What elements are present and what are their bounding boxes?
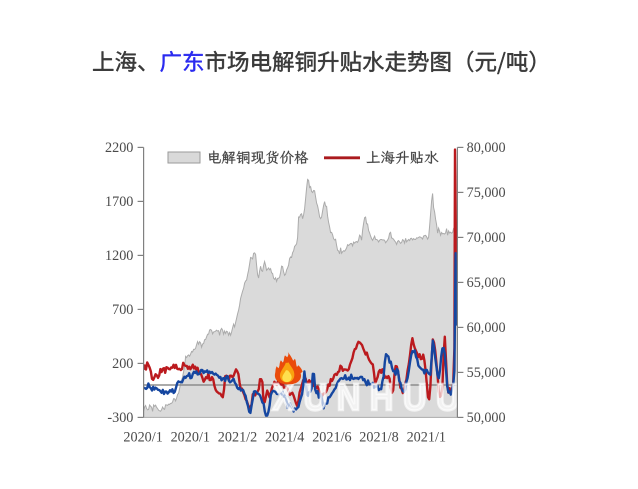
- svg-text:2021/4: 2021/4: [265, 430, 304, 446]
- svg-text:2020/1: 2020/1: [123, 430, 162, 446]
- svg-text:2021/1: 2021/1: [407, 430, 446, 446]
- svg-text:2021/8: 2021/8: [359, 430, 398, 446]
- svg-text:75,000: 75,000: [467, 185, 506, 201]
- svg-text:2200: 2200: [105, 140, 133, 156]
- svg-text:55,000: 55,000: [467, 365, 506, 381]
- svg-text:2021/2: 2021/2: [218, 430, 257, 446]
- svg-text:70,000: 70,000: [467, 230, 506, 246]
- svg-text:-300: -300: [107, 410, 133, 426]
- svg-text:50,000: 50,000: [467, 410, 506, 426]
- svg-text:700: 700: [112, 302, 133, 318]
- svg-text:60,000: 60,000: [467, 320, 506, 336]
- svg-text:2021/6: 2021/6: [312, 430, 351, 446]
- svg-text:1200: 1200: [105, 248, 133, 264]
- svg-text:80,000: 80,000: [467, 140, 506, 156]
- svg-text:1700: 1700: [105, 194, 133, 210]
- svg-text:2020/1: 2020/1: [171, 430, 210, 446]
- svg-text:65,000: 65,000: [467, 275, 506, 291]
- svg-text:200: 200: [112, 356, 133, 372]
- svg-text:XUNHUU: XUNHUU: [272, 376, 469, 419]
